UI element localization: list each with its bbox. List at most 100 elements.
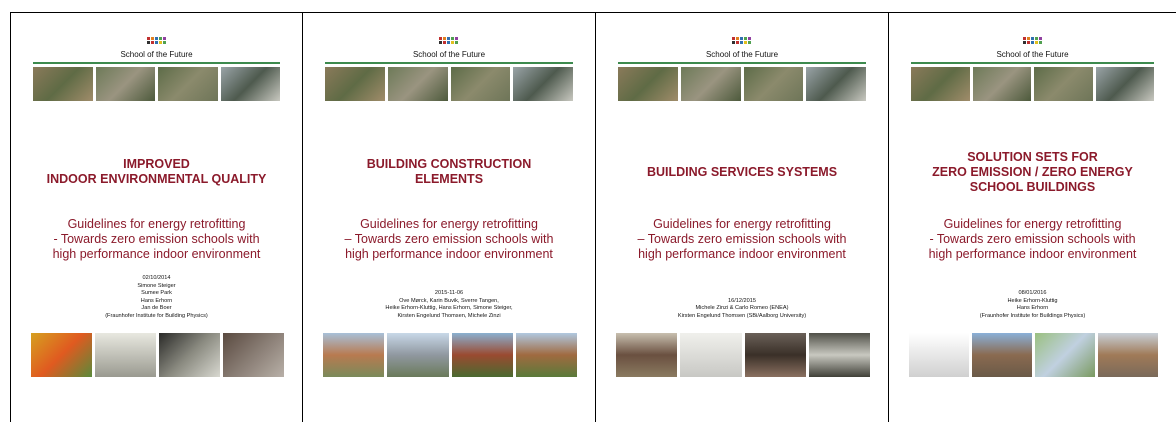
photo-strip: [911, 67, 1154, 101]
divider: [325, 62, 573, 64]
credit-line: 16/12/2015: [596, 298, 888, 306]
logo: [1022, 37, 1044, 45]
subtitle-line: high performance indoor environment: [596, 247, 888, 262]
credit-line: 2015-11-06: [303, 290, 595, 298]
credit-line: Heike Erhorn-Kluttig, Hans Erhorn, Simon…: [303, 305, 595, 313]
photo: [452, 333, 513, 377]
photo: [387, 333, 448, 377]
logo: [731, 37, 753, 45]
cover-header: School of the Future: [11, 50, 302, 59]
subtitle-line: Guidelines for energy retrofitting: [303, 217, 595, 232]
credit-line: Simone Steiger: [11, 283, 302, 291]
photo: [1035, 333, 1095, 377]
credit-line: Sumee Park: [11, 290, 302, 298]
subtitle-line: Guidelines for energy retrofitting: [596, 217, 888, 232]
credit-line: Hans Erhorn: [889, 305, 1176, 313]
credit-line: Kirsten Engelund Thomsen, Michele Zinzi: [303, 313, 595, 321]
photo-row: [909, 333, 1158, 377]
subtitle-line: - Towards zero emission schools with: [889, 232, 1176, 247]
cover-title: BUILDING SERVICES SYSTEMS: [596, 141, 888, 203]
photo-strip: [618, 67, 866, 101]
subtitle-line: high performance indoor environment: [11, 247, 302, 262]
title-line: BUILDING SERVICES SYSTEMS: [596, 165, 888, 180]
title-line: ELEMENTS: [303, 172, 595, 187]
aerial-photo: [388, 67, 448, 101]
photo-row: [323, 333, 577, 377]
photo: [516, 333, 577, 377]
aerial-photo: [325, 67, 385, 101]
aerial-photo: [451, 67, 511, 101]
photo-row: [31, 333, 284, 377]
cover-subtitle: Guidelines for energy retrofitting– Towa…: [303, 203, 595, 275]
aerial-photo: [744, 67, 804, 101]
photo-strip: [33, 67, 280, 101]
photo: [95, 333, 156, 377]
subtitle-line: – Towards zero emission schools with: [303, 232, 595, 247]
credit-line: (Fraunhofer Institute for Building Physi…: [11, 313, 302, 321]
cover-gallery: School of the Future IMPROVEDINDOOR ENVIR…: [0, 0, 1176, 422]
photo: [31, 333, 92, 377]
subtitle-line: high performance indoor environment: [303, 247, 595, 262]
credit-line: Hans Erhorn: [11, 298, 302, 306]
title-line: BUILDING CONSTRUCTION: [303, 157, 595, 172]
aerial-photo: [681, 67, 741, 101]
credit-line: 08/01/2016: [889, 290, 1176, 298]
logo: [146, 37, 168, 45]
photo: [809, 333, 870, 377]
photo: [909, 333, 969, 377]
aerial-photo: [221, 67, 281, 101]
aerial-photo: [96, 67, 156, 101]
title-line: SCHOOL BUILDINGS: [889, 180, 1176, 195]
aerial-photo: [513, 67, 573, 101]
aerial-photo: [911, 67, 970, 101]
subtitle-line: – Towards zero emission schools with: [596, 232, 888, 247]
divider: [33, 62, 280, 64]
aerial-photo: [33, 67, 93, 101]
divider: [618, 62, 866, 64]
credit-line: Heike Erhorn-Kluttig: [889, 298, 1176, 306]
aerial-photo: [158, 67, 218, 101]
photo: [745, 333, 806, 377]
aerial-photo: [1096, 67, 1155, 101]
title-line: INDOOR ENVIRONMENTAL QUALITY: [11, 172, 302, 187]
title-line: ZERO EMISSION / ZERO ENERGY: [889, 165, 1176, 180]
photo: [323, 333, 384, 377]
cover-subtitle: Guidelines for energy retrofitting- Towa…: [11, 203, 302, 275]
divider: [911, 62, 1154, 64]
credit-line: Kirsten Engelund Thomsen (SBi/Aalborg Un…: [596, 313, 888, 321]
photo: [159, 333, 220, 377]
cover-subtitle: Guidelines for energy retrofitting– Towa…: [596, 203, 888, 275]
cover-header: School of the Future: [596, 50, 888, 59]
cover-subtitle: Guidelines for energy retrofitting- Towa…: [889, 203, 1176, 275]
cover: School of the Future BUILDING SERVICES SY…: [595, 12, 888, 422]
credit-line: Jan de Boer: [11, 305, 302, 313]
aerial-photo: [806, 67, 866, 101]
title-line: IMPROVED: [11, 157, 302, 172]
credit-line: Ove Mørck, Karin Buvik, Sverre Tangen,: [303, 298, 595, 306]
subtitle-line: - Towards zero emission schools with: [11, 232, 302, 247]
photo: [223, 333, 284, 377]
photo: [680, 333, 741, 377]
logo: [438, 37, 460, 45]
aerial-photo: [1034, 67, 1093, 101]
credit-line: Michele Zinzi & Carlo Romeo (ENEA): [596, 305, 888, 313]
aerial-photo: [618, 67, 678, 101]
photo-row: [616, 333, 870, 377]
photo: [1098, 333, 1158, 377]
photo-strip: [325, 67, 573, 101]
credit-line: (Fraunhofer Institute for Buildings Phys…: [889, 313, 1176, 321]
cover-header: School of the Future: [889, 50, 1176, 59]
photo: [616, 333, 677, 377]
subtitle-line: Guidelines for energy retrofitting: [11, 217, 302, 232]
aerial-photo: [973, 67, 1032, 101]
credit-line: 02/10/2014: [11, 275, 302, 283]
